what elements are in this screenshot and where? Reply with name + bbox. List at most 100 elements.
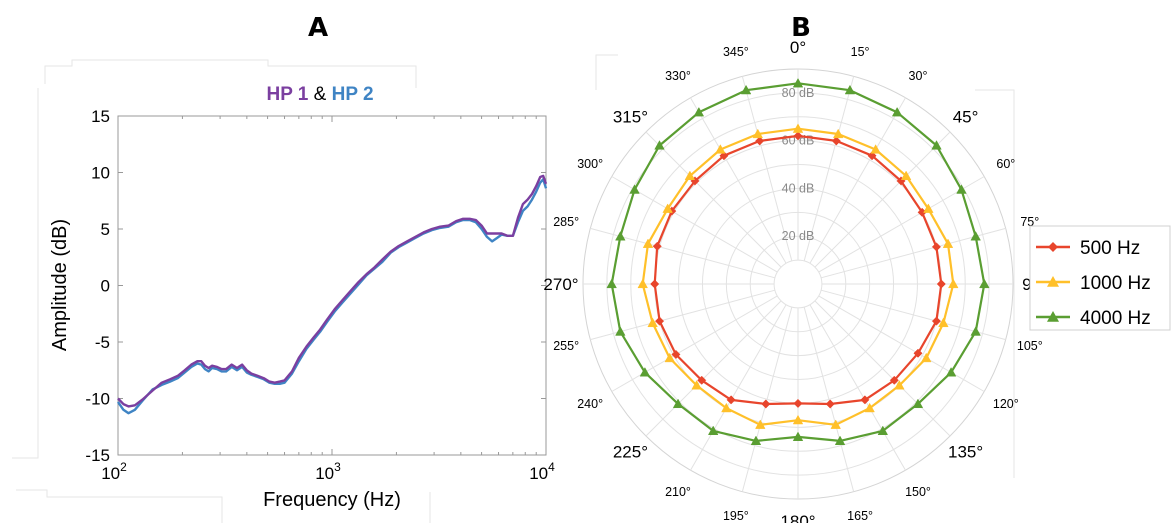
y-axis-label: Amplitude (dB) <box>49 219 71 351</box>
polar-marker <box>825 399 835 409</box>
polar-marker <box>642 238 654 248</box>
polar-marker <box>894 380 905 390</box>
angle-label: 270° <box>543 275 578 294</box>
polar-spoke <box>690 304 787 471</box>
angle-label: 105° <box>1017 339 1043 353</box>
polar-marker <box>970 326 981 336</box>
polar-spoke <box>741 76 793 262</box>
angle-label: 165° <box>847 509 873 523</box>
polar-marker <box>740 84 752 95</box>
x-tick-label: 103 <box>315 460 341 483</box>
y-tick-label: 5 <box>101 220 110 239</box>
panel-label-a: A <box>308 13 328 43</box>
polar-marker <box>860 395 870 405</box>
polar-marker <box>830 419 841 429</box>
polar-marker <box>942 238 954 248</box>
angle-label: 180° <box>780 512 815 523</box>
angle-label: 30° <box>909 69 928 83</box>
y-tick-label: 15 <box>91 107 110 126</box>
polar-marker <box>792 78 804 88</box>
polar-marker <box>844 84 856 95</box>
polar-marker <box>752 128 764 139</box>
polar-marker <box>693 106 705 117</box>
polar-marker <box>792 123 804 133</box>
polar-marker <box>792 431 804 441</box>
angle-label: 240° <box>577 397 603 411</box>
polar-spoke <box>803 76 855 262</box>
legend: 500 Hz 1000 Hz 4000 Hz <box>1029 225 1171 331</box>
polar-marker <box>834 435 846 445</box>
y-tick-labels: 15 10 5 0 -5 -10 -15 <box>85 107 110 465</box>
angle-label: 225° <box>613 443 648 462</box>
radial-label: 80 dB <box>782 86 815 100</box>
polar-marker <box>792 414 804 425</box>
angle-label: 300° <box>577 157 603 171</box>
angle-label: 15° <box>851 45 870 59</box>
polar-spoke <box>690 97 787 264</box>
polar-marker <box>931 140 942 150</box>
radial-label: 40 dB <box>782 181 815 195</box>
polar-spoke <box>814 300 951 437</box>
angle-label: 120° <box>993 397 1019 411</box>
x-tick-label: 104 <box>529 460 555 483</box>
polar-marker <box>889 375 899 385</box>
legend-label: 1000 Hz <box>1080 273 1151 294</box>
series-line-hp2 <box>117 174 548 408</box>
panel-frame-lines <box>12 54 1015 523</box>
polar-marker <box>662 203 673 213</box>
polar-marker <box>721 402 732 413</box>
angle-labels: 0°15°30°45°60°75°90°105°120°135°150°165°… <box>543 38 1047 523</box>
polar-marker <box>672 398 684 409</box>
chart-a-title: HP 1 & HP 2 <box>266 84 373 105</box>
polar-marker <box>707 425 719 435</box>
polar-spoke <box>809 97 906 264</box>
polar-marker <box>945 367 957 377</box>
polar-marker <box>750 435 762 445</box>
y-tick-label: -5 <box>95 333 110 352</box>
angle-label: 60° <box>996 157 1015 171</box>
polar-spoke <box>645 300 782 437</box>
polar-marker <box>979 278 990 289</box>
polar-spoke <box>818 295 985 392</box>
polar-spoke <box>814 131 951 268</box>
y-tick-label: 10 <box>91 164 110 183</box>
polar-marker <box>900 170 912 180</box>
polar-marker <box>867 151 877 161</box>
polar-marker <box>654 316 665 326</box>
polar-marker <box>726 395 736 405</box>
legend-marker <box>1047 276 1059 287</box>
polar-spoke <box>818 176 985 273</box>
polar-series <box>606 78 990 445</box>
polar-marker <box>931 242 942 252</box>
polar-marker <box>615 231 626 241</box>
frequency-response-chart: HP 1 & HP 2 15 10 5 0 -5 -10 -15 102 103 104 Fre… <box>49 84 555 511</box>
angle-label: 345° <box>723 45 749 59</box>
polar-marker <box>615 326 626 336</box>
polar-spoke <box>611 176 778 273</box>
polar-marker <box>647 317 658 328</box>
polar-marker <box>652 241 662 251</box>
polar-marker <box>793 398 803 408</box>
angle-label: 135° <box>948 443 983 462</box>
legend-label: 4000 Hz <box>1080 308 1151 329</box>
polar-spoke <box>741 306 793 492</box>
polar-marker <box>970 231 981 241</box>
polar-marker <box>650 279 660 289</box>
polar-marker <box>923 203 934 213</box>
polar-marker <box>639 367 651 377</box>
polar-marker <box>891 106 903 117</box>
polar-marker <box>948 278 959 289</box>
x-tick-label: 102 <box>101 460 127 483</box>
angle-label: 75° <box>1020 215 1039 229</box>
plot-a-series <box>117 174 548 415</box>
legend-marker <box>1048 242 1058 252</box>
polar-marker <box>691 380 702 390</box>
polar-marker <box>956 184 967 194</box>
angle-label: 255° <box>553 339 579 353</box>
legend-marker <box>1047 311 1059 322</box>
series-line-hp1 <box>117 178 548 415</box>
polar-marker <box>831 136 841 146</box>
polar-marker <box>715 144 726 154</box>
